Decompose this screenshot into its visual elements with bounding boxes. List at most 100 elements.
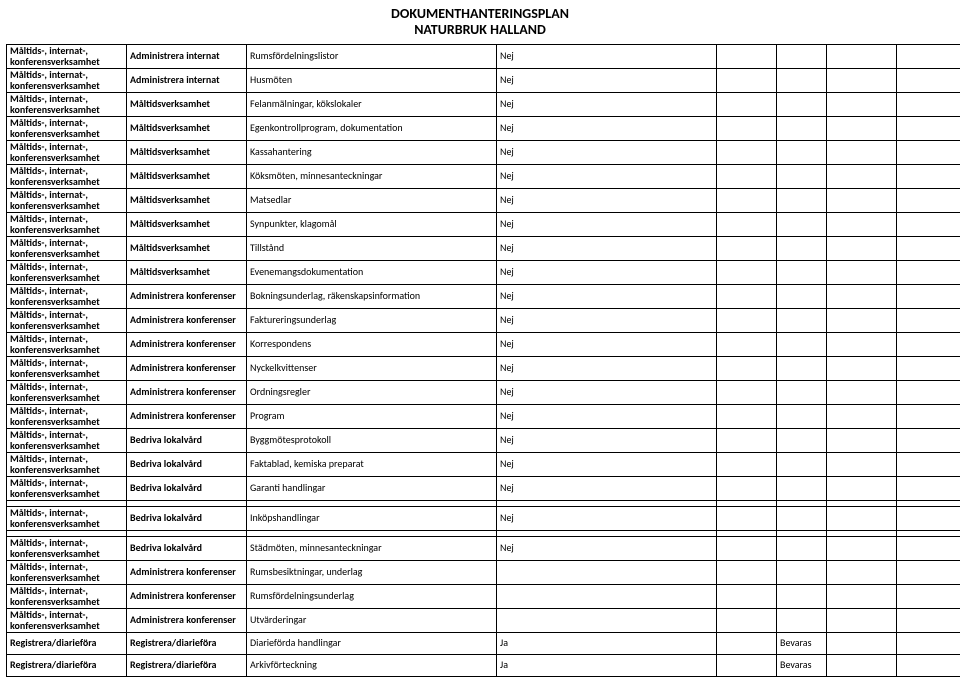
cell-col3: Nej [497,405,717,429]
cell-col5 [777,189,827,213]
cell-col1: Administrera konferenser [127,333,247,357]
title-line-2: NATURBRUK HALLAND [414,21,546,38]
cell-col5 [777,537,827,561]
cell-text: Administrera konferenser [130,291,243,302]
cell-col3: Nej [497,93,717,117]
cell-col4 [717,237,777,261]
cell-col2: Rumsbesiktningar, underlag [247,561,497,585]
table-row: Måltids-, internat-, konferensverksamhet… [7,537,960,561]
cell-text: Nej [500,411,713,422]
cell-text: Måltids-, internat-, konferensverksamhet [10,262,123,283]
cell-text: Måltidsverksamhet [130,195,243,206]
cell-col0: Registrera/diarieföra [7,633,127,655]
cell-text: Nej [500,363,713,374]
cell-col0: Måltids-, internat-, konferensverksamhet [7,333,127,357]
cell-col0: Registrera/diarieföra [7,655,127,677]
cell-col7 [897,477,960,501]
cell-col5 [777,69,827,93]
cell-text: Måltidsverksamhet [130,99,243,110]
cell-col2: Utvärderingar [247,609,497,633]
cell-col0: Måltids-, internat-, konferensverksamhet [7,141,127,165]
table-row: Måltids-, internat-, konferensverksamhet… [7,69,960,93]
table-row: Måltids-, internat-, konferensverksamhet… [7,507,960,531]
cell-col6 [827,633,897,655]
table-row: Registrera/diarieföraRegistrera/diariefö… [7,633,960,655]
cell-col5 [777,585,827,609]
cell-text: Måltids-, internat-, konferensverksamhet [10,478,123,499]
cell-col2: Program [247,405,497,429]
cell-col1: Måltidsverksamhet [127,189,247,213]
cell-text: Administrera konferenser [130,363,243,374]
table-row: Måltids-, internat-, konferensverksamhet… [7,117,960,141]
cell-col2: Nyckelkvittenser [247,357,497,381]
cell-text: Måltidsverksamhet [130,123,243,134]
cell-col4 [717,405,777,429]
cell-col4 [717,609,777,633]
cell-col2: Felanmälningar, kökslokaler [247,93,497,117]
cell-col3: Nej [497,165,717,189]
cell-col6 [827,537,897,561]
cell-col4 [717,561,777,585]
table-row: Måltids-, internat-, konferensverksamhet… [7,477,960,501]
cell-col0: Måltids-, internat-, konferensverksamhet [7,405,127,429]
cell-col0: Måltids-, internat-, konferensverksamhet [7,309,127,333]
cell-col3 [497,609,717,633]
cell-col2: Korrespondens [247,333,497,357]
cell-col2: Evenemangsdokumentation [247,261,497,285]
cell-text: Inköpshandlingar [250,513,493,524]
cell-col0: Måltids-, internat-, konferensverksamhet [7,69,127,93]
cell-col0: Måltids-, internat-, konferensverksamhet [7,381,127,405]
cell-col3: Nej [497,213,717,237]
table-row: Måltids-, internat-, konferensverksamhet… [7,609,960,633]
cell-col4 [717,69,777,93]
cell-col6 [827,45,897,69]
cell-col7 [897,633,960,655]
cell-col7 [897,429,960,453]
cell-col6 [827,69,897,93]
cell-text: Administrera konferenser [130,315,243,326]
table-row: Måltids-, internat-, konferensverksamhet… [7,561,960,585]
cell-col5 [777,285,827,309]
cell-col2: Byggmötesprotokoll [247,429,497,453]
cell-text: Evenemangsdokumentation [250,267,493,278]
table-row: Måltids-, internat-, konferensverksamhet… [7,429,960,453]
cell-text: Bevaras [780,638,823,649]
cell-col1: Registrera/diarieföra [127,633,247,655]
cell-col2: Ordningsregler [247,381,497,405]
cell-col3: Nej [497,189,717,213]
cell-text: Faktureringsunderlag [250,315,493,326]
cell-text: Nej [500,543,713,554]
cell-col5 [777,261,827,285]
cell-col1: Måltidsverksamhet [127,261,247,285]
cell-col3: Nej [497,285,717,309]
cell-col1: Administrera konferenser [127,609,247,633]
table-row: Måltids-, internat-, konferensverksamhet… [7,189,960,213]
cell-col5 [777,381,827,405]
cell-col7 [897,261,960,285]
cell-col7 [897,93,960,117]
cell-col1: Administrera konferenser [127,561,247,585]
cell-col7 [897,141,960,165]
cell-col5 [777,561,827,585]
cell-text: Bedriva lokalvård [130,483,243,494]
cell-col7 [897,165,960,189]
cell-col5 [777,237,827,261]
document-table: Måltids-, internat-, konferensverksamhet… [6,44,960,677]
cell-text: Nej [500,291,713,302]
cell-text: Måltids-, internat-, konferensverksamhet [10,562,123,583]
cell-col6 [827,609,897,633]
cell-text: Registrera/diarieföra [10,660,123,671]
cell-text: Nej [500,339,713,350]
table-row: Måltids-, internat-, konferensverksamhet… [7,309,960,333]
cell-col4 [717,189,777,213]
cell-text: Nyckelkvittenser [250,363,493,374]
cell-col7 [897,507,960,531]
cell-text: Måltidsverksamhet [130,243,243,254]
cell-text: Nej [500,123,713,134]
cell-text: Matsedlar [250,195,493,206]
cell-col6 [827,237,897,261]
cell-col6 [827,561,897,585]
cell-col2: Garanti handlingar [247,477,497,501]
cell-text: Måltids-, internat-, konferensverksamhet [10,382,123,403]
cell-text: Bedriva lokalvård [130,513,243,524]
